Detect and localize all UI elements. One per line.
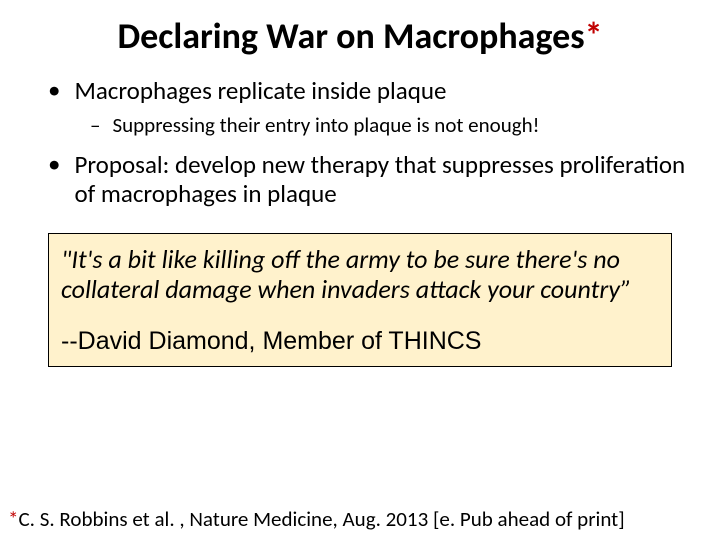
bullet-level2: – Suppressing their entry into plaque is…: [90, 112, 690, 138]
bullet-list: • Macrophages replicate inside plaque – …: [30, 76, 690, 209]
footnote: *C. S. Robbins et al. , Nature Medicine,…: [8, 506, 625, 532]
quote-text: "It's a bit like killing off the army to…: [61, 244, 659, 305]
bullet-dot-icon: •: [48, 150, 60, 178]
bullet-text: Proposal: develop new therapy that suppr…: [74, 150, 690, 209]
title-main: Declaring War on Macrophages: [117, 14, 584, 58]
bullet-dot-icon: •: [48, 76, 60, 104]
footnote-asterisk: *: [8, 506, 18, 532]
bullet-text: Macrophages replicate inside plaque: [74, 76, 446, 106]
slide-container: Declaring War on Macrophages* • Macropha…: [0, 0, 720, 367]
bullet-level1: • Macrophages replicate inside plaque: [42, 76, 690, 106]
bullet-level1: • Proposal: develop new therapy that sup…: [42, 150, 690, 209]
title-asterisk: *: [585, 14, 603, 58]
quote-attribution: --David Diamond, Member of THINCS: [61, 327, 659, 356]
footnote-text: C. S. Robbins et al. , Nature Medicine, …: [18, 506, 624, 532]
slide-title: Declaring War on Macrophages*: [30, 14, 690, 58]
bullet-dash-icon: –: [90, 112, 100, 138]
bullet-text: Suppressing their entry into plaque is n…: [112, 112, 539, 138]
quote-callout: "It's a bit like killing off the army to…: [48, 233, 672, 367]
